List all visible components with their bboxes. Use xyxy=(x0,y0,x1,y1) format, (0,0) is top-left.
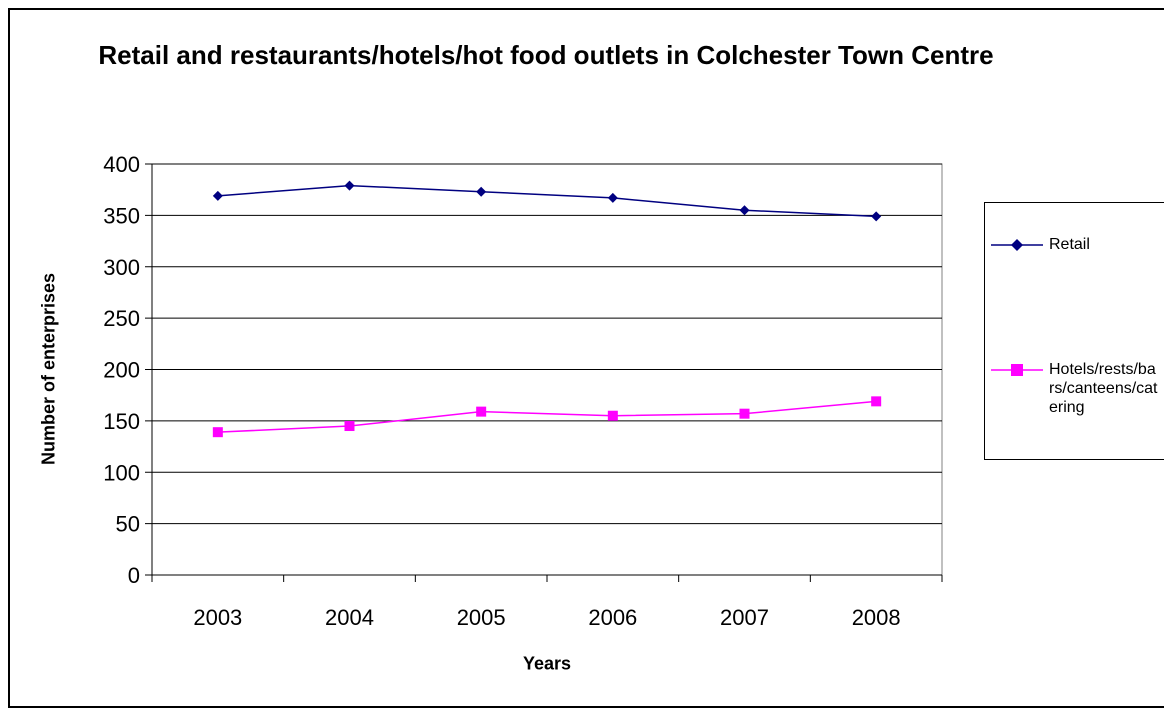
y-tick-label: 300 xyxy=(103,255,140,280)
data-point-1 xyxy=(739,408,750,419)
y-tick-label: 400 xyxy=(103,152,140,177)
x-tick-label: 2006 xyxy=(588,605,637,630)
chart-title: Retail and restaurants/hotels/hot food o… xyxy=(98,40,994,70)
y-tick-label: 200 xyxy=(103,358,140,383)
y-axis-title: Number of enterprises xyxy=(38,272,59,466)
legend-swatch-retail xyxy=(985,235,1049,255)
y-tick-label: 0 xyxy=(128,563,140,588)
data-point-1 xyxy=(476,406,487,417)
series-line-1 xyxy=(217,400,877,433)
data-point-0 xyxy=(476,186,487,197)
legend-item-retail: Retail xyxy=(985,235,1159,255)
data-point-1 xyxy=(871,396,882,407)
data-point-1 xyxy=(607,410,618,421)
legend-label-retail: Retail xyxy=(1049,236,1090,253)
y-tick-label: 150 xyxy=(103,409,140,434)
data-point-0 xyxy=(607,192,618,203)
data-point-0 xyxy=(739,205,750,216)
y-tick-label: 350 xyxy=(103,203,140,228)
x-tick-label: 2008 xyxy=(852,605,901,630)
legend-item-hotels: Hotels/rests/bars/canteens/catering xyxy=(985,360,1159,417)
y-tick-label: 100 xyxy=(103,460,140,485)
x-tick-label: 2004 xyxy=(325,605,374,630)
data-point-1 xyxy=(212,427,223,438)
x-axis-title: Years xyxy=(522,653,572,674)
data-point-0 xyxy=(344,180,355,191)
data-point-0 xyxy=(871,211,882,222)
legend-swatch-hotels xyxy=(985,360,1049,380)
legend: Retail Hotels/rests/bars/canteens/cateri… xyxy=(984,202,1164,460)
x-tick-label: 2003 xyxy=(193,605,242,630)
data-point-1 xyxy=(344,421,355,432)
x-tick-label: 2005 xyxy=(457,605,506,630)
data-point-0 xyxy=(212,190,223,201)
y-tick-label: 50 xyxy=(116,512,140,537)
x-tick-label: 2007 xyxy=(720,605,769,630)
series-line-0 xyxy=(217,184,877,218)
legend-label-hotels: Hotels/rests/bars/canteens/catering xyxy=(1049,361,1158,416)
y-tick-label: 250 xyxy=(103,306,140,331)
